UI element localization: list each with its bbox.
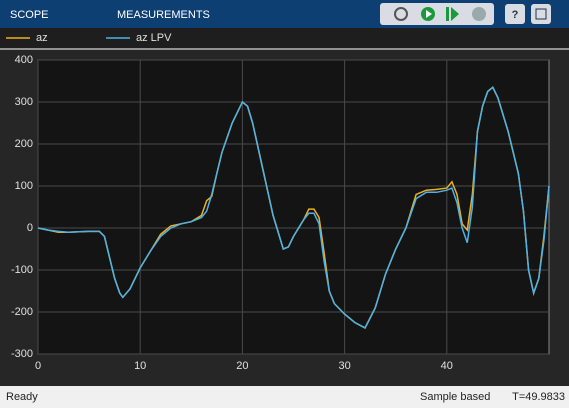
x-tick-label: 40 — [441, 360, 453, 372]
x-tick-label: 20 — [236, 360, 248, 372]
legend-label: az — [36, 32, 48, 44]
settings-button[interactable] — [394, 7, 408, 21]
step-icon — [451, 7, 459, 21]
help-icon: ? — [512, 9, 519, 21]
help-button[interactable] — [505, 4, 525, 24]
tab[interactable]: MEASUREMENTS — [117, 9, 210, 21]
y-tick-label: -200 — [11, 306, 33, 318]
legend: az az LPV — [6, 32, 172, 44]
y-tick-label: 100 — [15, 180, 33, 192]
stop-button[interactable] — [472, 7, 486, 21]
step-button[interactable] — [446, 7, 449, 21]
x-tick-label: 0 — [35, 360, 41, 372]
tab[interactable]: SCOPE — [10, 9, 49, 21]
y-tick-label: 300 — [15, 96, 33, 108]
undock-button[interactable] — [531, 4, 551, 24]
sim-controls — [380, 3, 494, 25]
legend-label: az LPV — [136, 32, 172, 44]
y-tick-label: 0 — [27, 222, 33, 234]
y-tick-label: 400 — [15, 54, 33, 66]
y-tick-label: 200 — [15, 138, 33, 150]
x-tick-label: 30 — [338, 360, 350, 372]
status-state: Ready — [6, 391, 38, 403]
status-mode: Sample based — [420, 391, 490, 403]
legend-bar — [0, 28, 569, 48]
x-tick-label: 10 — [134, 360, 146, 372]
plot-area — [37, 59, 550, 355]
y-tick-label: -100 — [11, 264, 33, 276]
undock-icon — [535, 8, 547, 20]
status-bar — [0, 386, 569, 408]
y-tick-label: -300 — [11, 348, 33, 360]
run-icon — [426, 10, 432, 18]
status-time: T=49.9833 — [512, 391, 565, 403]
series-line — [37, 86, 550, 329]
